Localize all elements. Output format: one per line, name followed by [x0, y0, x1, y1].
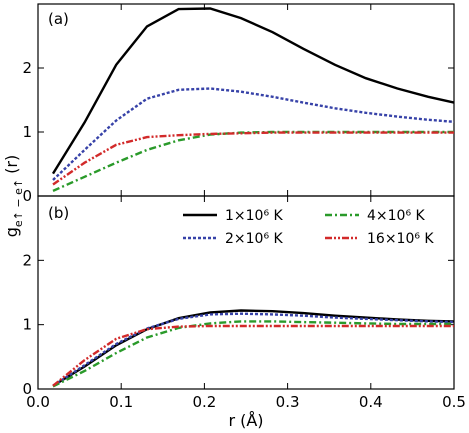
y-axis-title-sub: e↑ − e↑: [12, 179, 25, 227]
x-axis-title: r (Å): [228, 411, 263, 430]
x-tick-label: 0.0: [26, 393, 50, 411]
x-tick-label: 0.3: [276, 393, 300, 411]
x-tick-label: 0.5: [442, 393, 466, 411]
legend-label: 4×10⁶ K: [367, 208, 426, 224]
series-line-0: [51, 7, 455, 175]
y-axis-title-suffix: (r): [2, 155, 21, 179]
panel-a-label: (a): [48, 10, 69, 28]
panel-b: (b) 0 1 2 0.0 0.1 0.2 0.3 0.4 0.5 1×10⁶ K 4×10⁶ K…: [22, 195, 466, 411]
svg-text:ge↑ − e↑ (r): ge↑ − e↑ (r): [2, 155, 25, 238]
y-axis-title-main: g: [2, 227, 21, 237]
series-line-3: [52, 131, 454, 186]
panel-b-label: (b): [48, 204, 69, 222]
legend: 1×10⁶ K 4×10⁶ K 2×10⁶ K 16×10⁶ K: [183, 208, 434, 247]
series-line-3: [52, 324, 454, 387]
panel-a: (a) 0 1 2: [22, 3, 455, 205]
legend-label: 1×10⁶ K: [225, 208, 284, 224]
series-line-2: [52, 320, 454, 388]
y-tick-label: 0: [22, 380, 32, 398]
panel-a-series: [51, 7, 455, 192]
y-tick-label: 2: [22, 251, 32, 269]
y-axis-title: ge↑ − e↑ (r): [2, 155, 25, 238]
x-tick-label: 0.1: [109, 393, 133, 411]
panel-a-frame: [37, 3, 455, 197]
panel-b-series: [52, 309, 455, 388]
legend-label: 16×10⁶ K: [367, 231, 434, 247]
series-line-1: [52, 87, 455, 181]
y-tick-label: 0: [22, 187, 32, 205]
x-tick-label: 0.2: [192, 393, 216, 411]
legend-label: 2×10⁶ K: [225, 231, 284, 247]
y-tick-label: 1: [22, 123, 32, 141]
series-line-1: [52, 312, 455, 387]
x-tick-label: 0.4: [359, 393, 383, 411]
panel-a-ticks: 0 1 2: [22, 4, 455, 205]
panel-b-frame: [37, 195, 455, 390]
y-tick-label: 1: [22, 316, 32, 334]
y-tick-label: 2: [22, 59, 32, 77]
panel-b-ticks: 0 1 2 0.0 0.1 0.2 0.3 0.4 0.5: [22, 196, 466, 411]
series-line-2: [52, 130, 454, 192]
